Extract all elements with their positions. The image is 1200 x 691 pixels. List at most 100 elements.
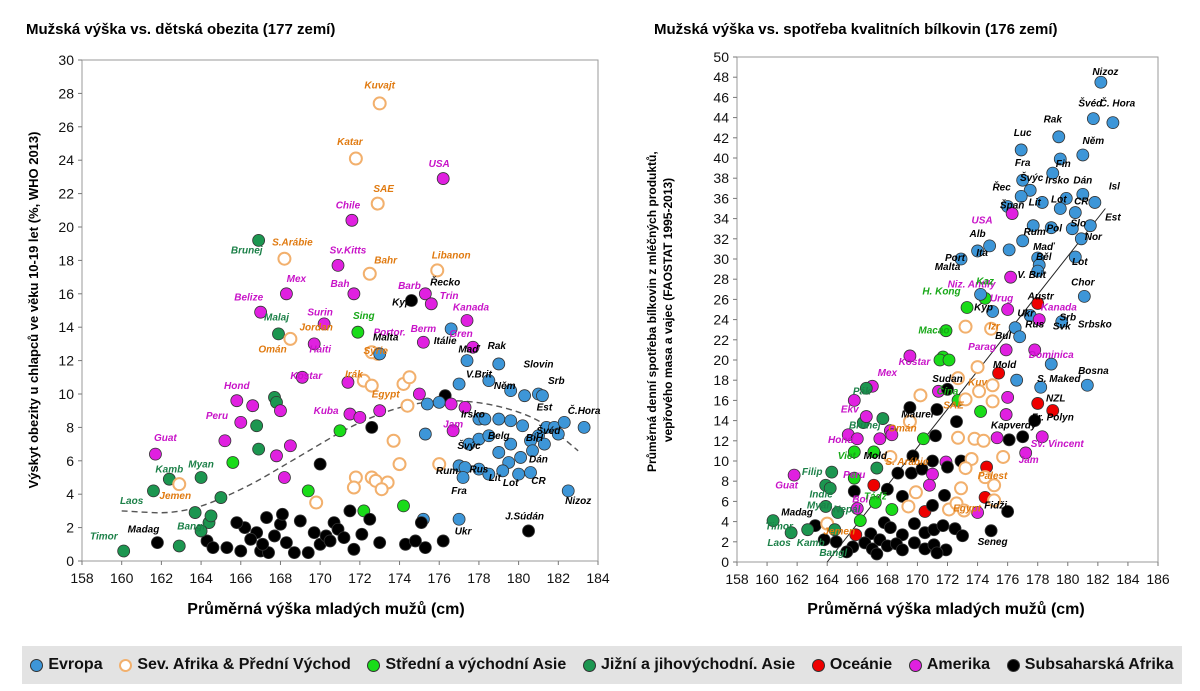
legend-item-oceania: Oceánie [811,656,893,674]
chart-obesity: Mužská výška vs. dětská obezita (177 zem… [26,21,610,618]
data-label: Lot [503,478,519,489]
data-point [983,239,996,253]
data-point [787,468,801,482]
data-point [902,414,917,429]
data-point [287,546,301,560]
data-point [460,314,474,327]
data-point [452,512,466,526]
data-point [985,378,1000,393]
data-label: Niz. Antily [948,279,996,290]
data-point [974,405,987,418]
data-label: Švéd [536,424,561,437]
x-tick-label: 178 [1026,571,1050,587]
data-label: Nizoz [1092,67,1118,78]
data-point [926,454,939,468]
y-tick-label: 10 [58,386,74,402]
data-point [930,546,944,560]
legend-label: Oceánie [829,656,893,673]
data-point [283,439,297,453]
y-tick-label: 24 [58,152,74,168]
legend-marker [908,658,922,672]
data-point [277,251,292,266]
legend-item-se-asia: Jižní a jihovýchodní. Asie [583,656,795,674]
data-point [876,412,890,425]
data-point [244,532,258,546]
legend-marker [583,658,597,672]
data-point [895,528,909,542]
data-label: Srbsko [1078,320,1112,331]
data-point [522,524,535,538]
data-label: Ukr [1017,309,1035,320]
data-label: Urug [990,293,1013,304]
data-label: Něm [494,381,516,392]
data-point [444,322,458,336]
data-point [1026,219,1040,233]
data-point [230,516,244,529]
y-axis-label: Výskyt obezity u chlapců ve věku 10-19 l… [26,132,41,489]
data-point [987,478,1002,493]
data-point [984,524,998,538]
data-point [346,480,361,495]
y-tick-label: 8 [721,473,729,489]
data-point [220,541,234,555]
data-point [784,526,798,540]
data-point [1032,313,1046,327]
data-point [337,531,351,545]
legend-marker [1006,658,1020,672]
x-tick-label: 182 [547,570,571,586]
data-label: Malta [373,333,399,344]
data-point [1068,206,1082,219]
data-label: Rus [469,464,488,475]
data-point [1035,430,1049,444]
data-point [317,317,331,331]
y-tick-label: 38 [713,170,729,186]
data-point [414,516,428,529]
data-point [880,482,894,496]
data-label: Srb [548,376,565,387]
data-point [1086,112,1100,126]
x-tick-label: 176 [996,571,1020,587]
data-point [829,535,843,549]
data-point [847,445,861,459]
data-point [1013,330,1027,344]
data-label: Irák [345,369,363,380]
data-label: Jemen [823,527,855,538]
y-tick-label: 22 [58,186,74,202]
legend-label: Střední a východní Asie [385,656,567,673]
y-tick-label: 36 [713,190,729,206]
data-point [430,263,445,278]
data-point [478,412,492,426]
data-point [976,433,991,448]
data-point [908,536,921,550]
data-label: Mex [878,368,898,379]
data-point [825,465,839,479]
data-point [149,447,162,461]
data-point [870,461,884,475]
data-point [1094,75,1108,89]
y-tick-label: 14 [713,413,729,429]
data-label: NZL [1046,393,1065,404]
data-label: Č.Hora [568,404,601,417]
data-point [492,412,506,426]
data-point [295,370,309,384]
data-label: Tádž [864,491,888,502]
data-label: Jam [1019,455,1039,466]
data-points [766,75,1120,561]
data-label: S.Arábie [272,237,313,248]
data-point [1034,380,1048,394]
data-label: Dán [1073,175,1092,186]
data-point [849,528,863,542]
data-label: Dán [529,454,548,465]
data-point [958,392,973,407]
data-point [1080,378,1094,392]
data-label: Haiti [309,344,331,355]
x-tick-label: 172 [936,571,960,587]
data-point [1031,264,1045,278]
data-point [917,432,930,446]
data-label: Dominica [1029,350,1074,361]
data-label: Omán [258,344,286,355]
data-point [958,461,973,476]
data-point [482,429,496,443]
charts-canvas: Mužská výška vs. dětská obezita (177 zem… [26,21,1170,618]
data-point [283,331,298,346]
